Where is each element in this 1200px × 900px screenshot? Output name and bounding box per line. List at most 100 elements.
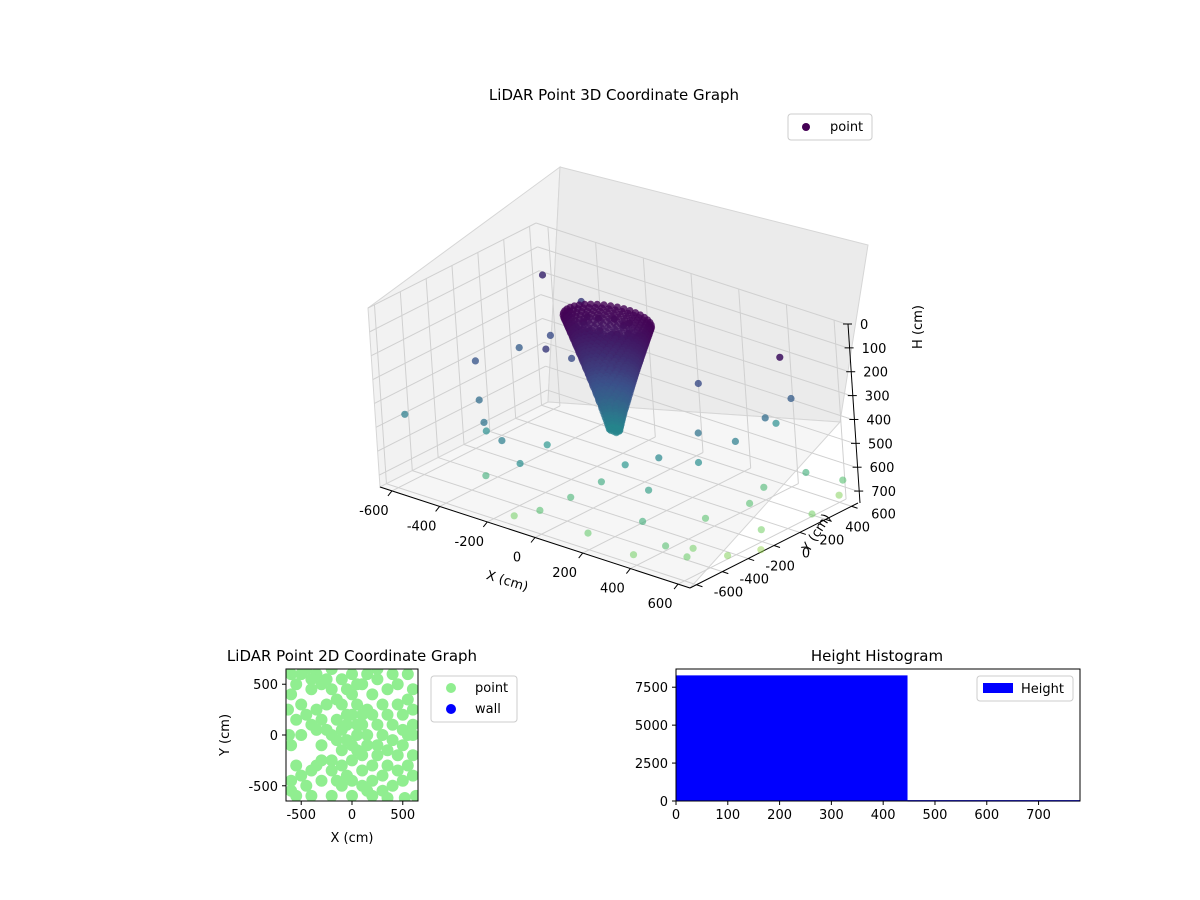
tick-x (530, 537, 536, 543)
grid-h (370, 270, 540, 357)
point-2d (396, 723, 409, 736)
point-3d (655, 454, 663, 462)
tick-label-x-hist: 0 (672, 808, 680, 823)
grid-h (539, 270, 850, 373)
point-2d (305, 673, 318, 686)
chart-3d-legend: point (787, 113, 873, 141)
chart-2d-legend: point wall (430, 675, 518, 723)
tick-label-y-2d: 0 (270, 729, 278, 744)
point-2d (406, 703, 418, 716)
legend-label-height: Height (1021, 682, 1064, 697)
grid-h (367, 222, 537, 309)
point-3d (776, 353, 784, 361)
tick-y (696, 584, 703, 588)
grid-y (541, 404, 852, 507)
tick-label-x-hist: 300 (819, 808, 844, 823)
point-2d (315, 754, 328, 767)
tick-label-x: 400 (600, 582, 625, 597)
point-2d (366, 759, 379, 772)
point-3d (515, 344, 523, 352)
point-3d (839, 476, 847, 484)
point-3d (629, 551, 638, 559)
tick-x (387, 490, 393, 497)
point-3d (542, 345, 550, 353)
point-2d (386, 718, 399, 731)
point-2d (391, 698, 404, 711)
point-2d (286, 729, 295, 741)
point-3d (480, 418, 488, 426)
tick-label-y: -400 (740, 573, 770, 588)
point-2d (320, 673, 333, 686)
point-2d (371, 749, 384, 762)
point-2d (305, 764, 318, 777)
legend-marker-point-2d (446, 683, 456, 693)
point-2d (310, 723, 323, 736)
grid-y (373, 304, 387, 484)
point-2d (340, 734, 353, 747)
grid-y (451, 265, 465, 445)
chart-2d: LiDAR Point 2D Coordinate Graph -500 0 500… (218, 647, 518, 846)
tick-y (851, 505, 858, 509)
histogram-frame (675, 668, 1081, 802)
point-3d (538, 271, 547, 279)
point-2d (325, 669, 338, 675)
point-3d (597, 478, 606, 486)
tick-label-y-2d: -500 (248, 780, 278, 795)
point-3d (772, 419, 780, 427)
point-3d (746, 499, 754, 507)
point-2d (351, 678, 364, 691)
point-3d (694, 458, 703, 467)
point-2d (366, 688, 379, 701)
tick-label-x: 600 (648, 597, 673, 612)
point-2d (340, 683, 353, 696)
tick-label-h: 600 (870, 461, 895, 476)
tick-label-y: -200 (765, 560, 795, 575)
point-3d (757, 526, 765, 534)
tick-label-x: -200 (455, 535, 485, 550)
point-2d (381, 744, 394, 757)
point-2d (366, 774, 379, 787)
point-2d (286, 669, 298, 681)
point-2d (315, 774, 328, 787)
point-2d (335, 744, 348, 757)
point-2d (295, 698, 308, 711)
point-3d (584, 529, 592, 537)
tick-label-x-2d: -500 (286, 808, 316, 823)
point-2d (381, 792, 394, 801)
legend-label-point-2d: point (475, 681, 508, 696)
grid-h (537, 246, 848, 349)
point-2d (401, 693, 414, 706)
point-2d (401, 759, 414, 772)
point-3d (694, 429, 702, 437)
point-2d (315, 739, 328, 752)
point-2d (290, 678, 303, 691)
tick-label-x-hist: 200 (767, 808, 792, 823)
tick-label-x-hist: 700 (1026, 808, 1051, 823)
point-3d (546, 331, 555, 339)
tick-label-x-hist: 600 (974, 808, 999, 823)
point-2d (340, 769, 353, 782)
axis-h (847, 323, 861, 504)
grid-y (425, 278, 439, 458)
point-3d (536, 506, 544, 514)
grid-y (489, 430, 801, 533)
tick-label-y-hist: 5000 (635, 719, 668, 734)
point-2d (325, 789, 338, 801)
point-3d (760, 483, 768, 491)
tick-label-h: 200 (863, 366, 888, 381)
grid-h (378, 389, 548, 476)
grid-y (437, 457, 749, 560)
tick-label-y-hist: 7500 (635, 681, 668, 696)
point-2d (300, 779, 313, 792)
histogram-legend: Height (976, 675, 1074, 702)
tick-y (747, 558, 755, 562)
chart-3d-title: LiDAR Point 3D Coordinate Graph (489, 86, 739, 104)
point-3d (689, 544, 697, 552)
tick-label-h: 100 (862, 342, 887, 357)
point-2d (286, 739, 298, 752)
point-2d (351, 744, 364, 757)
tick-label-y-hist: 0 (660, 795, 668, 810)
point-2d (300, 708, 313, 721)
axis-x (379, 486, 691, 589)
